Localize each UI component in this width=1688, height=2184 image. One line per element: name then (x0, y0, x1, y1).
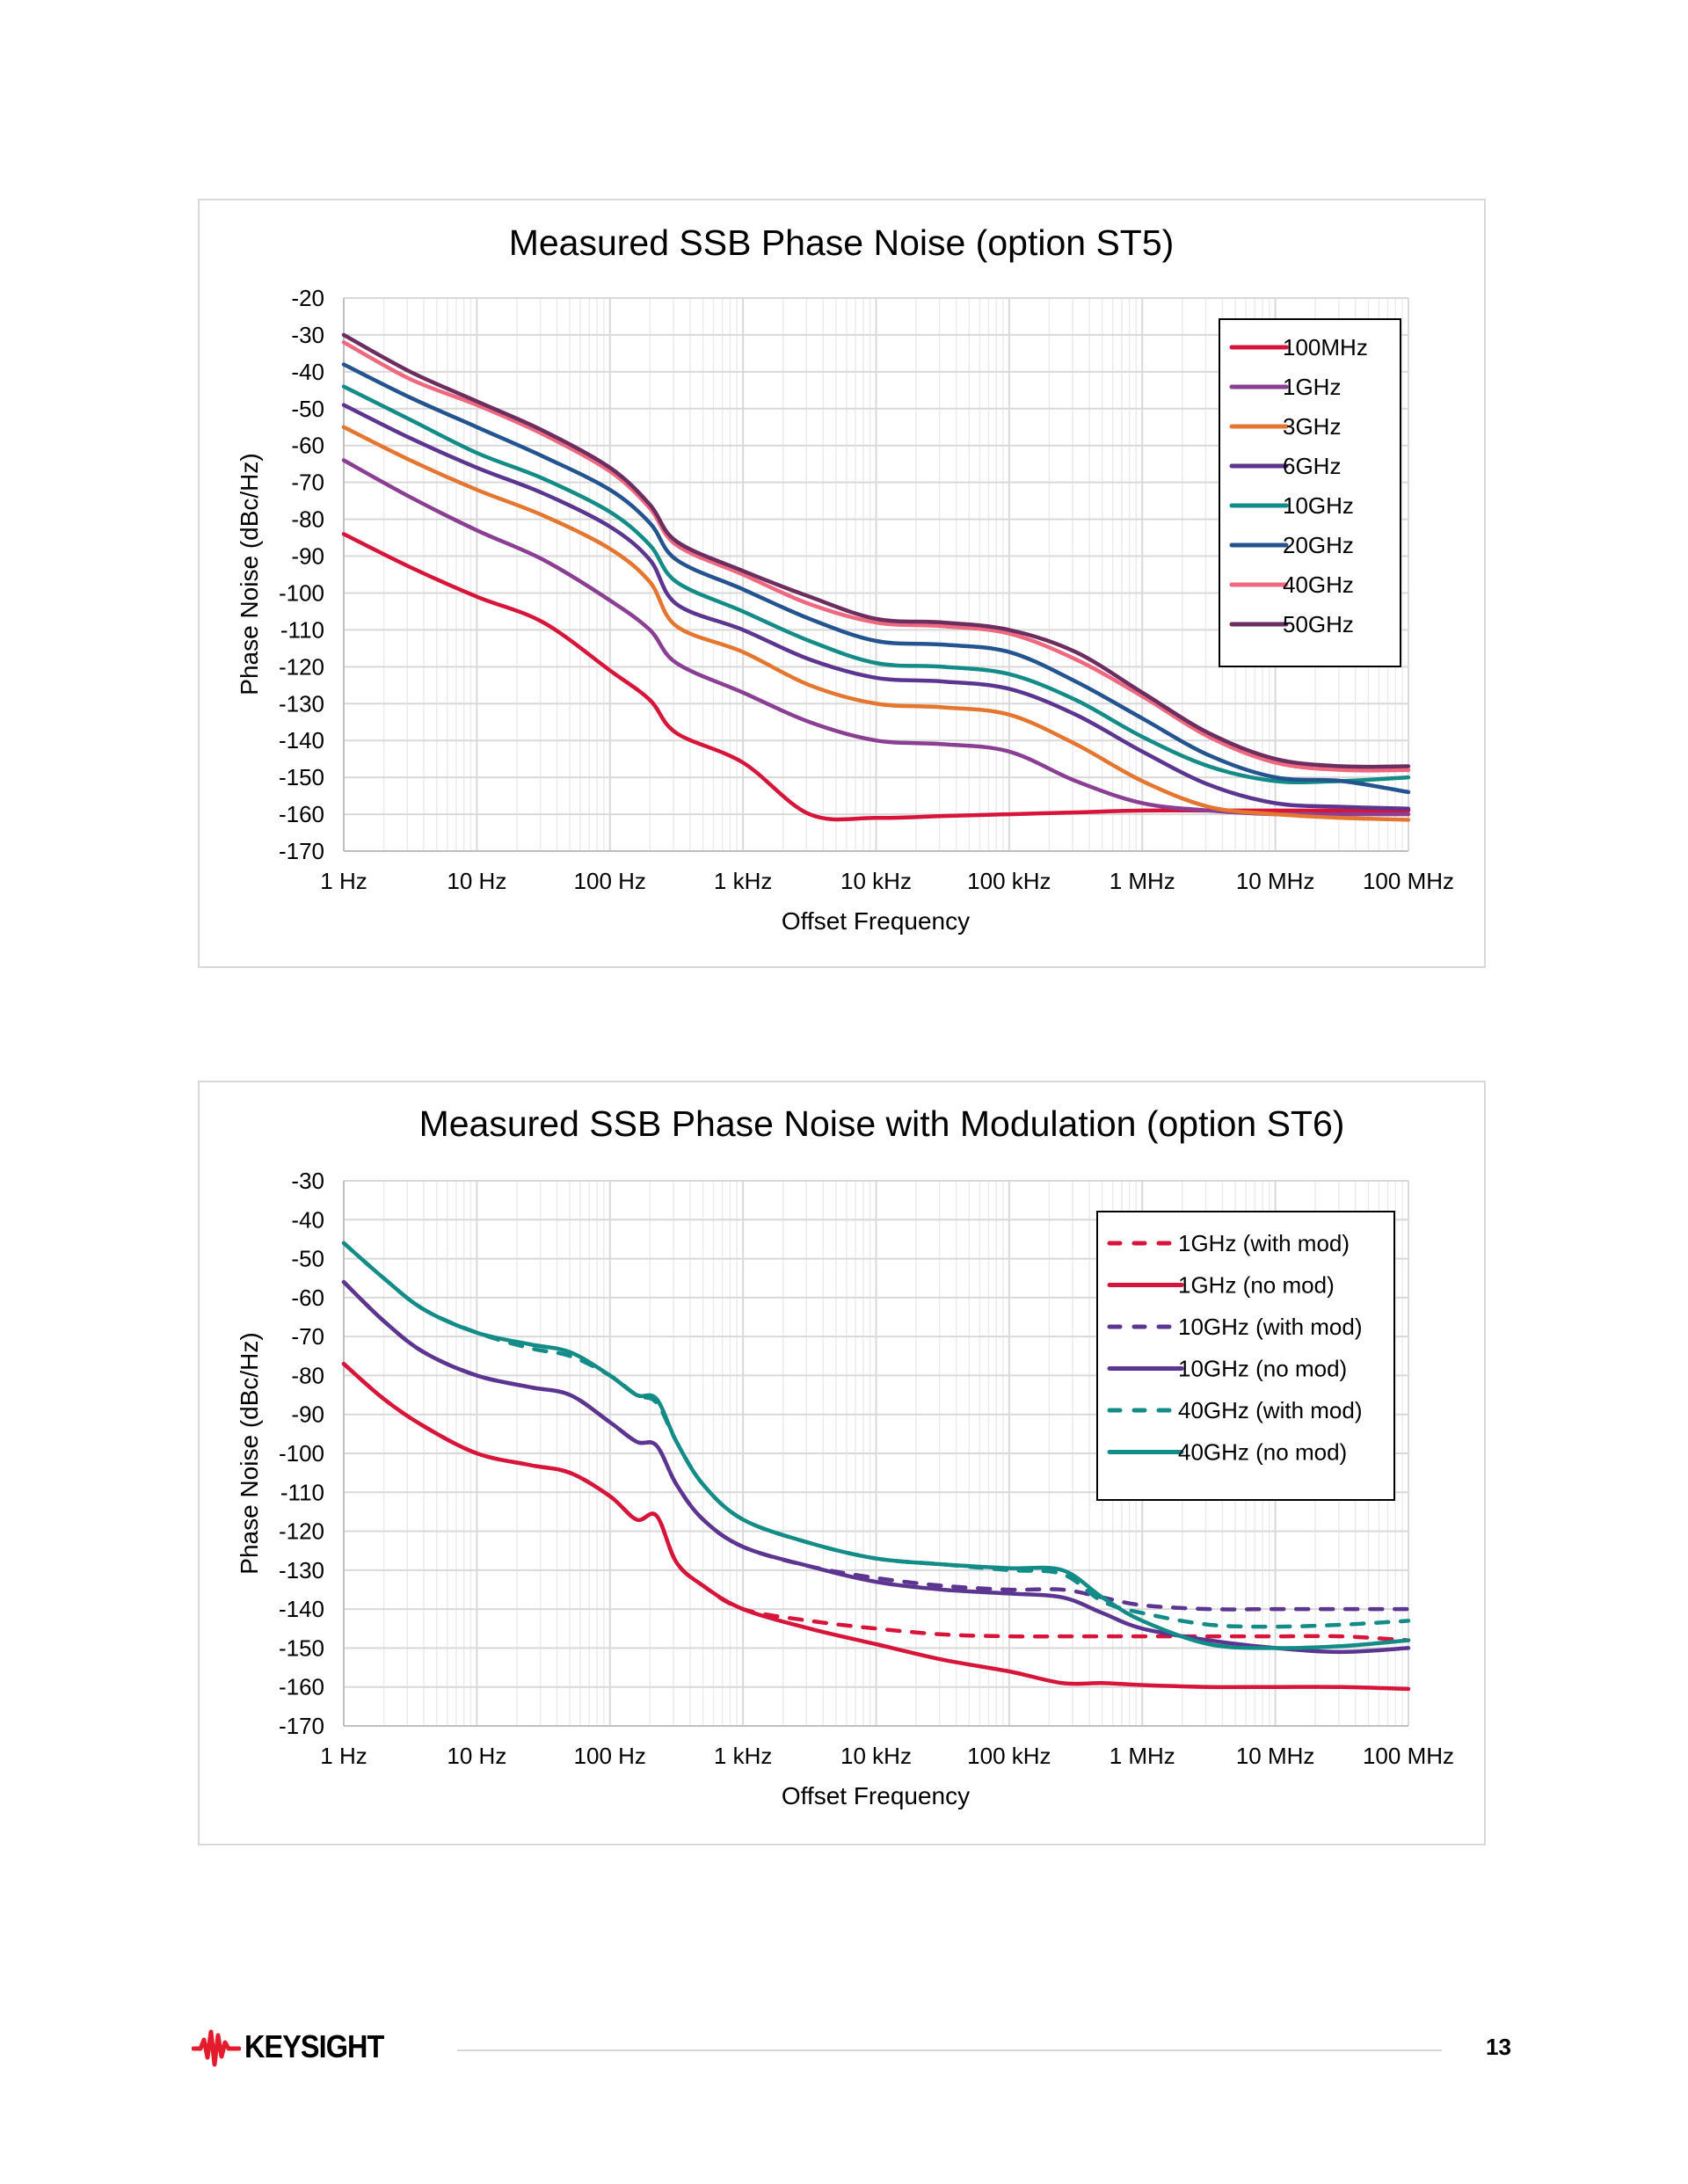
y-tick-label: -160 (279, 801, 324, 827)
series-group (341, 1241, 1411, 1692)
y-tick-label: -170 (279, 1713, 324, 1739)
y-tick-label: -30 (291, 322, 324, 348)
y-tick-label: -70 (291, 1323, 324, 1350)
y-tick-label: -140 (279, 727, 324, 753)
chart-st5: Measured SSB Phase Noise (option ST5) Of… (236, 222, 1454, 935)
series-line-3ghz (341, 425, 1411, 822)
footer-divider (457, 2049, 1442, 2051)
series-line-20ghz (341, 362, 1411, 795)
series-line-1ghz (341, 458, 1411, 817)
y-tick-label: -90 (291, 543, 324, 570)
legend-label: 1GHz (1283, 374, 1341, 400)
legend-label: 10GHz (no mod) (1178, 1356, 1347, 1382)
legend-label: 6GHz (1283, 453, 1341, 479)
series-line-1ghz-no-mod (341, 1361, 1411, 1692)
legend-label: 40GHz (with mod) (1178, 1397, 1363, 1423)
y-axis-label: Phase Noise (dBc/Hz) (236, 453, 263, 695)
y-tick-label: -30 (291, 1168, 324, 1194)
legend: 100MHz 1GHz 3GHz 6GHz 10GHz 20GHz 40GHz 50GHz (1219, 318, 1401, 667)
y-ticks: -20 -30 -40 -50 -60 -70 -80 -90 -100 -110 -120 -130… (279, 285, 324, 864)
x-tick-label: 1 Hz (320, 1743, 367, 1769)
keysight-logo: KEYSIGHT (192, 2025, 399, 2069)
x-axis-label: Offset Frequency (782, 907, 970, 935)
legend-label: 1GHz (with mod) (1178, 1230, 1350, 1256)
series-line-6ghz (341, 403, 1411, 812)
y-tick-label: -50 (291, 396, 324, 422)
x-tick-label: 1 kHz (714, 1743, 772, 1769)
series-line-40ghz (341, 340, 1411, 773)
y-tick-label: -90 (291, 1401, 324, 1428)
x-tick-label: 100 kHz (967, 868, 1051, 894)
legend-label: 100MHz (1283, 334, 1368, 360)
legend-label: 20GHz (1283, 532, 1354, 558)
x-tick-label: 10 Hz (447, 868, 506, 894)
x-tick-label: 100 MHz (1363, 868, 1454, 894)
x-tick-label: 1 kHz (714, 868, 772, 894)
page-number: 13 (1486, 2034, 1511, 2060)
series-line-10ghz (341, 384, 1411, 784)
y-tick-label: -40 (291, 359, 324, 385)
x-tick-label: 100 Hz (574, 1743, 646, 1769)
y-tick-label: -100 (279, 579, 324, 606)
y-tick-label: -40 (291, 1206, 324, 1233)
x-tick-label: 1 MHz (1110, 1743, 1175, 1769)
x-tick-label: 10 MHz (1236, 1743, 1315, 1769)
legend-label: 50GHz (1283, 611, 1354, 637)
y-tick-label: -120 (279, 1518, 324, 1545)
x-tick-label: 10 kHz (840, 868, 912, 894)
y-tick-label: -100 (279, 1440, 324, 1467)
y-tick-label: -130 (279, 690, 324, 717)
y-tick-label: -50 (291, 1246, 324, 1272)
legend-label: 10GHz (with mod) (1178, 1314, 1363, 1340)
y-tick-label: -110 (280, 616, 324, 643)
y-tick-label: -80 (291, 506, 324, 533)
y-tick-label: -20 (291, 285, 324, 311)
x-axis-label: Offset Frequency (782, 1782, 970, 1809)
legend-label: 40GHz (no mod) (1178, 1439, 1347, 1466)
series-group (341, 332, 1411, 822)
y-tick-label: -150 (279, 1634, 324, 1661)
legend-label: 3GHz (1283, 413, 1341, 440)
x-tick-label: 10 kHz (840, 1743, 912, 1769)
x-tick-label: 10 Hz (447, 1743, 506, 1769)
y-axis-label: Phase Noise (dBc/Hz) (236, 1332, 263, 1574)
chart-title: Measured SSB Phase Noise with Modulation… (419, 1103, 1345, 1144)
y-tick-label: -160 (279, 1674, 324, 1700)
series-line-50ghz (341, 332, 1411, 769)
x-tick-label: 100 kHz (967, 1743, 1051, 1769)
x-ticks: 1 Hz 10 Hz 100 Hz 1 kHz 10 kHz 100 kHz 1 MHz 10… (320, 868, 1454, 894)
legend: 1GHz (with mod) 1GHz (no mod) 10GHz (with … (1096, 1211, 1395, 1501)
legend-label: 10GHz (1283, 492, 1354, 519)
y-tick-label: -130 (279, 1557, 324, 1583)
y-tick-label: -170 (279, 838, 324, 864)
y-tick-label: -120 (279, 653, 324, 680)
x-tick-label: 10 MHz (1236, 868, 1315, 894)
legend-label: 40GHz (1283, 571, 1354, 598)
legend-box (1219, 318, 1401, 667)
y-tick-label: -70 (291, 470, 324, 496)
keysight-wave-icon (192, 2029, 241, 2067)
legend-label: 1GHz (no mod) (1178, 1272, 1335, 1299)
x-tick-label: 1 MHz (1110, 868, 1175, 894)
y-tick-label: -60 (291, 433, 324, 459)
brand-name: KEYSIGHT (244, 2028, 384, 2064)
y-tick-label: -140 (279, 1596, 324, 1622)
x-tick-label: 100 Hz (574, 868, 646, 894)
y-tick-label: -150 (279, 764, 324, 790)
x-ticks: 1 Hz 10 Hz 100 Hz 1 kHz 10 kHz 100 kHz 1 MHz 10… (320, 1743, 1454, 1769)
y-tick-label: -80 (291, 1362, 324, 1388)
y-tick-label: -110 (280, 1479, 324, 1505)
chart-title: Measured SSB Phase Noise (option ST5) (509, 222, 1175, 263)
chart-st6: Measured SSB Phase Noise with Modulation… (236, 1103, 1454, 1809)
x-tick-label: 1 Hz (320, 868, 367, 894)
series-line-40ghz-no-mod (341, 1241, 1411, 1650)
x-tick-label: 100 MHz (1363, 1743, 1454, 1769)
y-ticks: -30 -40 -50 -60 -70 -80 -90 -100 -110 -120 -130 -14… (279, 1168, 324, 1739)
y-tick-label: -60 (291, 1285, 324, 1311)
